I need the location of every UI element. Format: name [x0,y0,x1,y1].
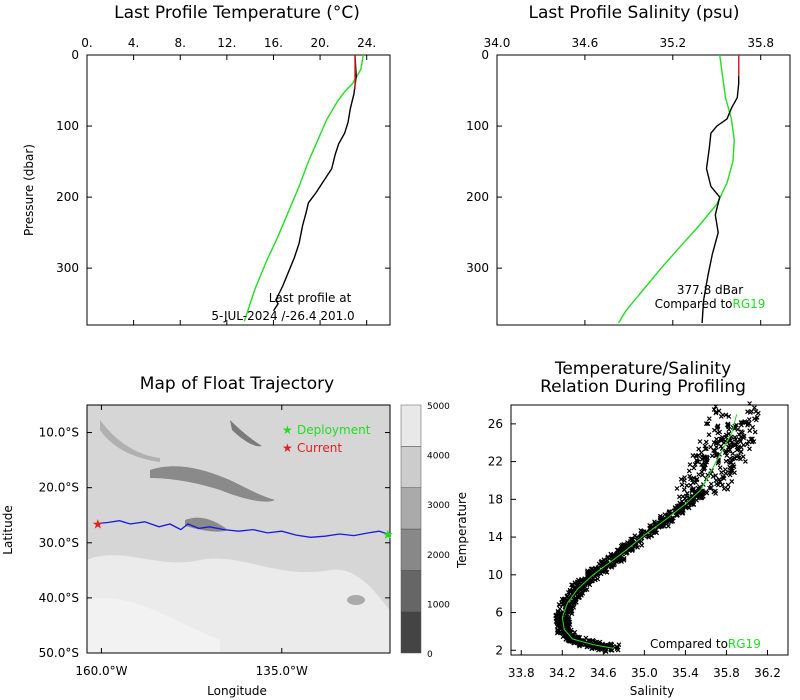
salinity-profile-chart: Last Profile Salinity (psu) 34.0 34.6 35.2… [466,3,791,326]
y-tick-label: 300 [466,261,489,275]
x-tick-label: 35.8 [747,36,774,50]
deployment-marker: ★ [382,528,394,543]
latitude-tick-label: 50.0°S [39,646,79,660]
latitude-tick-label: 30.0°S [39,536,79,550]
colorbar-tick-label: 3000 [427,501,450,511]
current-position-marker: ★ [92,517,104,532]
x-tick-label: 35.2 [659,36,686,50]
salinity-tick-label: 33.8 [508,666,535,680]
y-tick-label: 200 [56,190,79,204]
salinity-tick-label: 34.2 [549,666,576,680]
y-tick-label: 200 [466,190,489,204]
profile-profile-line [272,54,357,312]
latitude-tick-label: 10.0°S [39,426,79,440]
ts-chart-title: Temperature/Salinity [554,359,731,379]
salinity-chart-title: Last Profile Salinity (psu) [528,3,739,23]
salinity-tick-label: 34.6 [590,666,617,680]
deployment-star-icon: ★ [282,423,293,437]
reference-climatology-label: RG19 [733,297,766,311]
colorbar-tick-label: 2000 [427,551,450,561]
longitude-tick-label: 160.0°W [75,664,127,678]
model-profile-line [243,54,364,322]
profile-depth-label: 377.8 dBar [677,283,743,297]
latitude-tick-label: 40.0°S [39,591,79,605]
ts-chart-subtitle: Relation During Profiling [540,377,746,397]
colorbar-band [400,446,422,488]
y-tick-label: 100 [56,119,79,133]
x-tick-label: 34.0 [484,36,511,50]
x-tick-label: 24. [357,36,376,50]
x-tick-label: 0. [81,36,92,50]
profile-profile-line [701,55,740,323]
colorbar-tick-label: 4000 [427,452,450,462]
temperature-tick-label: 2 [495,643,503,657]
x-tick-label: 8. [175,36,186,50]
latitude-axis-label: Latitude [1,505,15,554]
salinity-plot-frame [496,54,791,326]
last-profile-date-position: 5-JUL-2024 /-26.4 201.0 [211,309,354,323]
colorbar-tick-label: 1000 [427,600,450,610]
y-tick-label: 0 [71,48,79,62]
ts-scatter-points [553,401,761,655]
ts-diagram-chart: Temperature/Salinity Relation During Pro… [455,359,789,698]
map-legend: ★ Deployment ★ Current [282,423,371,455]
salinity-tick-label: 36.2 [754,666,781,680]
colorbar-band [400,528,422,571]
seamount [347,595,365,605]
x-tick-label: 16. [264,36,283,50]
y-tick-label: 100 [466,119,489,133]
salinity-tick-label: 35.4 [672,666,699,680]
seamount-ridge [100,420,160,462]
temperature-tick-label: 18 [488,492,503,506]
x-tick-label: 34.6 [572,36,599,50]
current-star-icon: ★ [282,441,293,455]
seamount-ridge [230,420,262,447]
colorbar-band [400,487,422,530]
y-tick-label: 300 [56,261,79,275]
y-tick-label: 0 [481,48,489,62]
x-tick-label: 4. [128,36,139,50]
current-legend-label: Current [297,441,342,455]
map-title: Map of Float Trajectory [140,374,334,394]
last-profile-label: Last profile at [269,291,352,305]
compared-to-label: Compared to [655,297,733,311]
colorbar-tick-label: 5000 [427,402,450,412]
latitude-tick-label: 20.0°S [39,481,79,495]
ts-compared-to-label: Compared to [650,637,728,651]
salinity-axis-label: Salinity [630,684,674,698]
colorbar-tick-label: 0 [427,650,433,660]
temperature-axis-label: Temperature [455,492,469,569]
temperature-tick-label: 14 [488,530,503,544]
temperature-tick-label: 6 [495,606,503,620]
deployment-legend-label: Deployment [297,423,371,437]
colorbar-band [400,570,422,612]
temperature-plot-frame [86,54,391,326]
model-profile-line [618,54,736,324]
reference-ts-curve [561,414,738,649]
x-tick-label: 20. [311,36,330,50]
salinity-tick-label: 35.0 [631,666,658,680]
trajectory-map-chart: Map of Float Trajectory Latitude Longitu… [1,374,450,698]
deep-basin-area [87,598,220,653]
seamount-ridge [150,466,275,502]
pressure-axis-label: Pressure (dbar) [22,144,36,236]
float-trajectory-line [97,520,389,538]
ts-reference-label: RG19 [728,637,761,651]
ts-plot-frame [510,404,789,656]
temperature-profile-chart: Last Profile Temperature (°C) Pressure (… [22,3,391,326]
temperature-tick-label: 26 [488,417,503,431]
temperature-tick-label: 22 [488,455,503,469]
longitude-axis-label: Longitude [207,684,267,698]
temperature-tick-label: 10 [488,568,503,582]
map-frame [86,404,391,654]
depth-colorbar: 0 1000 2000 3000 4000 5000 [400,402,450,660]
colorbar-band [400,611,422,654]
colorbar-band [400,404,422,447]
temperature-chart-title: Last Profile Temperature (°C) [114,3,360,23]
longitude-tick-label: 135.0°W [256,664,308,678]
salinity-tick-label: 35.8 [713,666,740,680]
x-tick-label: 12. [217,36,236,50]
